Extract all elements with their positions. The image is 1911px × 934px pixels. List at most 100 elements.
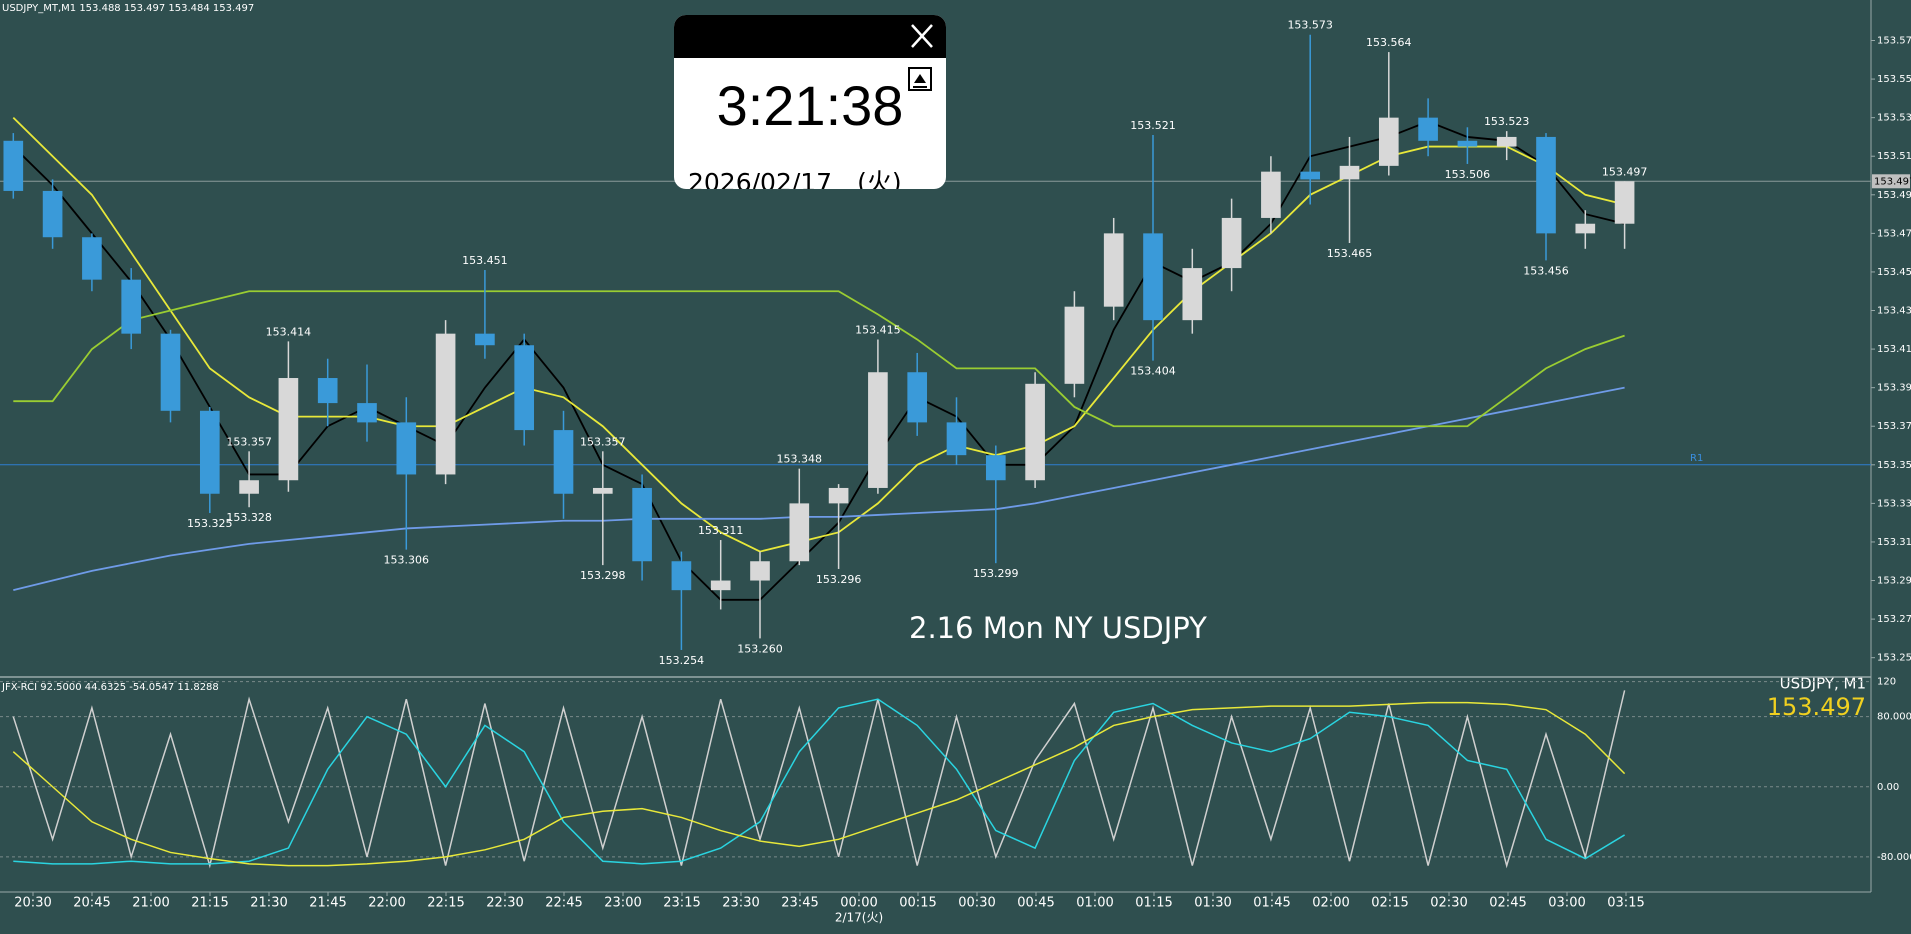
rci-line [12, 701, 1626, 867]
y-tick-label: 153.410 [1877, 344, 1911, 355]
rci-line [13, 698, 1625, 865]
indicator-title: JFX-RCI 92.5000 44.6325 -54.0547 11.8288 [1, 682, 219, 693]
candle-body [317, 378, 338, 404]
x-tick-label: 02:30 [1430, 896, 1467, 911]
low-label: 153.325 [187, 517, 233, 530]
high-label: 153.451 [462, 254, 508, 267]
candle-body [946, 422, 967, 456]
candle-body [357, 403, 377, 423]
x-tick-label: 22:15 [427, 896, 464, 911]
candle-body [3, 140, 24, 191]
high-label: 153.497 [1602, 165, 1648, 178]
candle-body [750, 561, 770, 581]
low-label: 153.260 [737, 642, 783, 655]
y-tick-label: 153.510 [1877, 151, 1911, 162]
low-label: 153.306 [384, 554, 430, 567]
candle-body [592, 487, 613, 494]
y-tick-label: 153.450 [1877, 267, 1911, 278]
close-button[interactable] [674, 15, 946, 58]
y-tick-label: 153.290 [1877, 576, 1911, 587]
candle-body [475, 333, 495, 346]
price-label: 153.497 [1767, 693, 1866, 721]
high-label: 153.521 [1130, 119, 1176, 132]
x-tick-label: 01:45 [1253, 896, 1290, 911]
candle-body [1536, 136, 1556, 234]
y-tick-label: 153.310 [1877, 537, 1911, 548]
candle-body [1261, 171, 1281, 218]
candle-body [199, 410, 220, 494]
pin-icon[interactable] [906, 65, 936, 95]
x-tick-label: 21:30 [250, 896, 287, 911]
low-label: 153.254 [659, 654, 705, 667]
high-label: 153.564 [1366, 36, 1412, 49]
candle-body [1496, 136, 1517, 147]
candle-body [828, 487, 849, 504]
x-tick-label: 20:30 [14, 896, 51, 911]
y-tick-label: 153.570 [1877, 36, 1911, 47]
ma-line [13, 290, 1625, 428]
x-tick-label: 23:30 [722, 896, 759, 911]
x-tick-label: 00:00 [840, 896, 877, 911]
candle-body [1143, 233, 1163, 321]
x-tick-label: 00:30 [958, 896, 995, 911]
candle-body [42, 190, 63, 238]
high-label: 153.357 [226, 435, 272, 448]
candle-body [514, 345, 535, 431]
clock-time: 3:21:38 [716, 74, 904, 137]
x-tick-label: 23:15 [663, 896, 700, 911]
x-tick-label: 23:45 [781, 896, 818, 911]
candle-body [632, 487, 652, 562]
y-tick-label: 153.550 [1877, 74, 1911, 85]
low-label: 153.299 [973, 567, 1019, 580]
x-tick-label: 01:00 [1076, 896, 1113, 911]
y-tick-label: 153.330 [1877, 498, 1911, 509]
candle-body [907, 372, 928, 423]
candle-body [1103, 233, 1124, 307]
candle-body [121, 279, 142, 334]
candle-body [1339, 165, 1360, 180]
x-tick-label: 21:15 [191, 896, 228, 911]
candle-body [1575, 223, 1596, 234]
clock-popup: 3:21:38 2026/02/17 (火) [674, 15, 946, 189]
clock-date: 2026/02/17 (火) [688, 168, 902, 189]
y-tick-label: 153.390 [1877, 383, 1911, 394]
low-label: 153.296 [816, 573, 862, 586]
x-tick-label: 21:45 [309, 896, 346, 911]
x-tick-label: 01:15 [1135, 896, 1172, 911]
candle-body [1182, 268, 1203, 321]
candle-body [1025, 383, 1045, 481]
candle-body [868, 372, 888, 488]
low-label: 153.506 [1445, 168, 1491, 181]
ma-line [13, 386, 1625, 592]
x-tick-label: 02:15 [1371, 896, 1408, 911]
y-tick-label: 153.250 [1877, 653, 1911, 664]
candle-body [671, 561, 692, 591]
candle-body [985, 455, 1006, 481]
high-label: 153.415 [855, 323, 901, 336]
candle-body [82, 237, 102, 280]
high-label: 153.357 [580, 435, 626, 448]
x-tick-label: 02:00 [1312, 896, 1349, 911]
x-tick-label: 22:30 [486, 896, 523, 911]
chart-header: USDJPY_MT,M1 153.488 153.497 153.484 153… [2, 3, 254, 14]
candle-body [1378, 117, 1399, 166]
candle-body [1614, 181, 1635, 224]
last-price-box [1872, 174, 1910, 189]
candle-body [396, 422, 417, 475]
candle-body [435, 333, 456, 475]
y-tick-label: 0.00 [1877, 782, 1899, 793]
x-tick-label: 22:45 [545, 896, 582, 911]
x-tick-label: 01:30 [1194, 896, 1231, 911]
r1-label: R1 [1690, 453, 1703, 464]
low-label: 153.404 [1130, 365, 1176, 378]
high-label: 153.348 [777, 453, 823, 466]
high-label: 153.573 [1287, 19, 1333, 32]
high-label: 153.523 [1484, 115, 1530, 128]
candle-body [1300, 171, 1321, 180]
candle-body [553, 430, 574, 494]
ma-line [12, 120, 1625, 601]
x-tick-label: 03:00 [1548, 896, 1585, 911]
